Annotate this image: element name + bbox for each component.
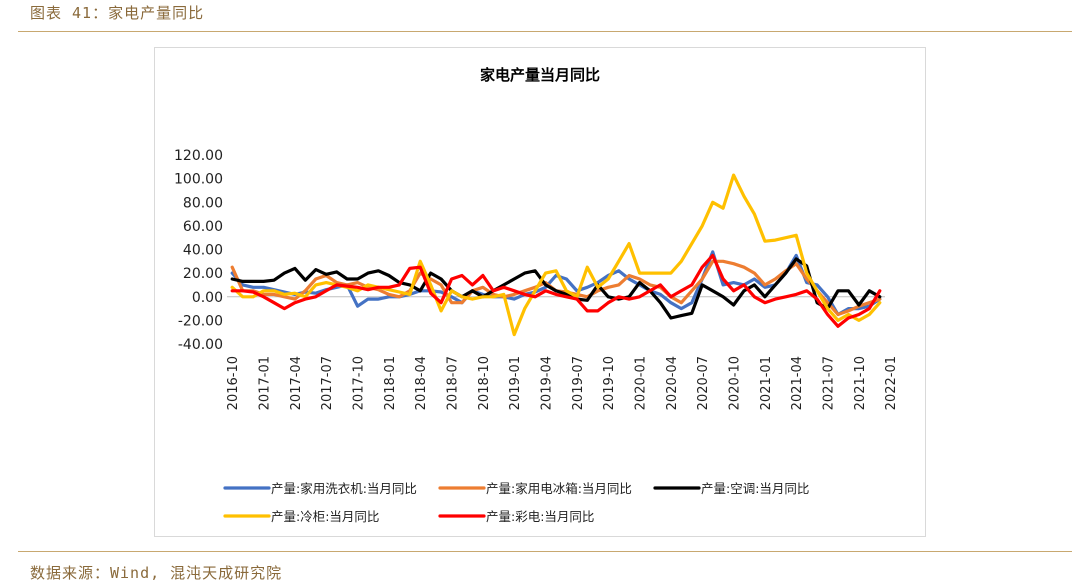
x-tick-label: 2018-01 xyxy=(383,356,398,410)
x-tick-label: 2021-10 xyxy=(853,356,868,410)
y-tick-label: 40.00 xyxy=(183,243,223,259)
bottom-rule xyxy=(18,551,1072,552)
x-tick-label: 2018-10 xyxy=(477,356,492,410)
y-tick-label: 20.00 xyxy=(183,266,223,282)
x-tick-label: 2017-07 xyxy=(320,356,335,410)
x-tick-label: 2021-07 xyxy=(822,356,837,410)
chart-title: 家电产量当月同比 xyxy=(480,66,600,84)
y-tick-label: 80.00 xyxy=(183,195,223,211)
x-tick-label: 2020-10 xyxy=(728,356,743,410)
legend-label: 产量:冷柜:当月同比 xyxy=(271,509,379,524)
x-axis: 2016-10 2017-01 2017-04 2017-07 2017-10 2018-… xyxy=(226,296,899,410)
y-tick-label: 60.00 xyxy=(183,219,223,235)
x-tick-label: 2016-10 xyxy=(226,356,241,410)
x-tick-label: 2017-01 xyxy=(258,356,273,410)
y-tick-label: -40.00 xyxy=(178,337,223,353)
legend-label: 产量:彩电:当月同比 xyxy=(486,509,594,524)
x-tick-label: 2018-07 xyxy=(446,356,461,410)
top-rule xyxy=(18,31,1072,32)
x-tick-label: 2020-07 xyxy=(696,356,711,410)
series-line-5 xyxy=(230,253,882,328)
y-tick-label: 100.00 xyxy=(174,172,223,188)
x-tick-label: 2021-04 xyxy=(790,356,805,410)
x-tick-label: 2019-07 xyxy=(571,356,586,410)
legend: 产量:家用洗衣机:当月同比 产量:家用电冰箱:当月同比 产量:空调:当月同比产量:冷… xyxy=(223,481,809,524)
source-note: 数据来源：Wind, 混沌天成研究院 xyxy=(30,564,283,582)
y-tick-label: 120.00 xyxy=(174,148,223,164)
x-tick-label: 2019-04 xyxy=(540,356,555,410)
y-axis: 120.00 100.00 80.00 60.00 40.00 20.00 0.00 -20.… xyxy=(174,148,223,353)
x-tick-label: 2017-10 xyxy=(352,356,367,410)
y-tick-label: -20.00 xyxy=(178,313,223,329)
plot-area xyxy=(230,173,882,337)
x-tick-label: 2019-10 xyxy=(602,356,617,410)
series-line-4 xyxy=(230,173,882,337)
x-tick-label: 2017-04 xyxy=(289,356,304,410)
legend-label: 产量:空调:当月同比 xyxy=(701,481,809,496)
legend-label: 产量:家用电冰箱:当月同比 xyxy=(486,481,632,496)
figure-caption: 图表 41：家电产量同比 xyxy=(30,4,205,22)
line-chart: 家电产量当月同比 120.00 100.00 80.00 60.00 40.00 20.0… xyxy=(174,66,899,524)
x-tick-label: 2018-04 xyxy=(414,356,429,410)
x-tick-label: 2019-01 xyxy=(508,356,523,410)
series-line-3 xyxy=(230,257,882,320)
x-tick-label: 2022-01 xyxy=(884,356,899,410)
legend-label: 产量:家用洗衣机:当月同比 xyxy=(271,481,417,496)
chart-container: 家电产量当月同比 120.00 100.00 80.00 60.00 40.00 20.0… xyxy=(154,47,926,537)
x-tick-label: 2020-01 xyxy=(634,356,649,410)
x-tick-label: 2021-01 xyxy=(759,356,774,410)
x-tick-label: 2020-04 xyxy=(665,356,680,410)
y-tick-label: 0.00 xyxy=(192,290,223,306)
